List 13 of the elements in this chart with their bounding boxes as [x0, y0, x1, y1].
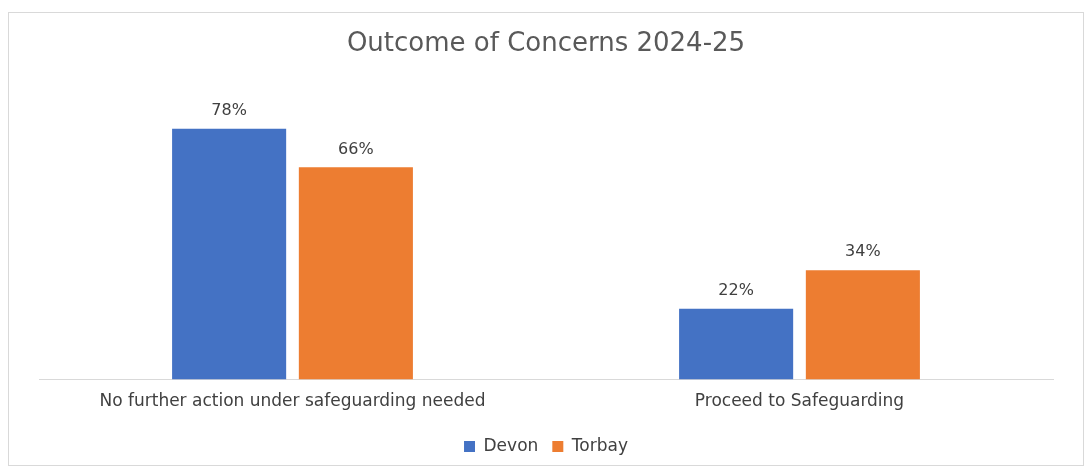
data-label: 78% [211, 99, 247, 119]
legend-label: Devon [483, 434, 539, 455]
bar [172, 128, 287, 380]
data-label: 34% [845, 241, 881, 261]
bar [805, 270, 920, 380]
chart-title: Outcome of Concerns 2024-25 [346, 27, 746, 58]
x-tick-label: Proceed to Safeguarding [694, 390, 905, 411]
data-label: 22% [718, 280, 754, 300]
data-label: 66% [338, 138, 374, 158]
bar [679, 308, 794, 380]
bar [298, 167, 413, 380]
x-tick-label: No further action under safeguarding needed [99, 390, 486, 411]
legend-label: Torbay [570, 434, 628, 455]
